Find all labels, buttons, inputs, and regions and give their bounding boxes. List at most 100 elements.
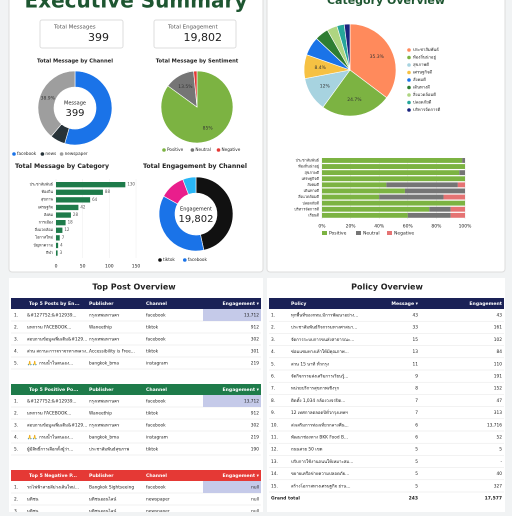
y-tick-label: ประชาสัมพันธ์ — [30, 182, 53, 187]
x-tick-label: 100 — [105, 264, 114, 270]
stack-segment — [407, 212, 451, 218]
bar — [56, 189, 103, 195]
table-cell: พัฒนาช่องทาง BKK Food B... — [291, 435, 348, 441]
section-title: Top Post Overview — [92, 283, 176, 292]
header-cell: Channel — [146, 387, 167, 393]
legend-swatch — [322, 231, 327, 235]
legend-label: สิ่งแวดล้อมดี — [413, 91, 437, 97]
table-header-bg — [269, 298, 504, 309]
table-cell: newspaper — [146, 497, 170, 503]
table-cell: facebook — [146, 337, 166, 343]
table-cell: 13 — [413, 349, 419, 355]
table-cell: tiktok — [146, 447, 159, 453]
table-cell: กรุงเทพมหานคร — [89, 313, 120, 319]
legend-label: ปลอดภัยดี — [413, 100, 432, 105]
table-cell: null — [251, 485, 259, 491]
legend-swatch — [183, 258, 187, 262]
bar — [56, 197, 91, 203]
y-tick-label: ประชาสัมพันธ์ — [296, 158, 319, 163]
table-cell: ผู้มีสิทธิ์การเลือกตั้งผู้ว่า... — [27, 446, 73, 453]
header-cell: Engagement ▾ — [223, 301, 260, 307]
table-cell: 6 — [415, 422, 418, 428]
table-cell: 912 — [251, 411, 259, 417]
chart-title: Total Message by Channel — [37, 59, 113, 65]
table-cell: 13. — [271, 459, 278, 465]
legend-label: ประชาสัมพันธ์ — [413, 47, 439, 52]
table-cell: 4. — [271, 349, 275, 355]
table-cell: 2. — [14, 325, 18, 331]
table-cell: &#127752;&#12939... — [27, 399, 77, 405]
table-header-bg — [11, 298, 261, 309]
table-cell: 52 — [497, 435, 503, 441]
table-cell: 2. — [14, 411, 18, 417]
chart-title: Total Engagement by Channel — [143, 163, 247, 170]
bar — [56, 204, 79, 211]
table-cell: 912 — [251, 325, 259, 331]
header-cell: Publisher — [89, 387, 114, 393]
table-cell: 43 — [497, 313, 503, 319]
table-cell: 7. — [271, 386, 275, 392]
slice-label: 12% — [320, 84, 331, 90]
header-cell: Top 5 Positive Po... — [29, 387, 79, 393]
table-cell: 2. — [271, 325, 275, 331]
table-cell: 8 — [415, 386, 418, 392]
stack-segment — [322, 212, 408, 218]
kpi-card — [39, 19, 124, 49]
table-cell: 313 — [494, 410, 502, 416]
legend-swatch — [407, 48, 411, 52]
header-cell: Policy — [291, 301, 306, 307]
legend-label: newspaper — [65, 151, 88, 156]
table-header-bg — [11, 384, 261, 395]
table-cell: จัดการระบบการขนส่งสาธารณะ... — [291, 337, 354, 343]
section-title: Policy Overview — [351, 283, 423, 292]
table-cell: 84 — [497, 349, 503, 355]
header-cell: Engagement ▾ — [223, 473, 260, 479]
category-card — [266, 0, 506, 273]
legend-label: tiktok — [163, 257, 175, 262]
legend-swatch — [407, 85, 411, 90]
table-cell: 2. — [14, 497, 18, 503]
y-tick-label: การเมือง — [39, 220, 54, 225]
table-cell: Bangkok Sightseeing — [89, 485, 134, 491]
table-cell: ทุกพื้นที่ของกทม.มีการพัฒนาอย่าง... — [291, 312, 358, 319]
table-cell: มติชน — [27, 497, 39, 503]
legend-swatch — [407, 63, 411, 67]
table-cell: 191 — [494, 374, 502, 380]
policy-card — [267, 278, 505, 516]
y-tick-label: เดินทางดี — [304, 188, 320, 193]
legend-label: facebook — [17, 151, 37, 156]
chart-title: Total Message by Category — [15, 163, 109, 170]
table-cell: กรุงเทพมหานคร — [89, 423, 120, 429]
stack-segment — [429, 206, 451, 212]
table-cell: 5. — [271, 361, 275, 367]
pie-slice — [64, 70, 113, 146]
table-cell: มติชน — [27, 509, 39, 513]
table-cell: newspaper — [146, 509, 170, 513]
slice-label: 6.6% — [56, 131, 68, 137]
table-cell: instagram — [146, 435, 168, 441]
x-tick-label: 20% — [346, 224, 357, 230]
legend-swatch — [407, 70, 411, 75]
bar-label: 130 — [127, 182, 135, 187]
table-cell: &#127752;&#12939... — [27, 313, 77, 319]
legend-label: ท้องถิ่นน่าอยู่ — [413, 54, 436, 61]
legend-label: Positive — [167, 147, 184, 152]
header-cell: Channel — [146, 301, 167, 307]
table-cell: 6. — [271, 374, 275, 380]
header-cell: Engagement — [469, 301, 502, 307]
y-tick-label: กีฬา — [45, 250, 53, 255]
center-label: Engagement — [180, 207, 212, 213]
table-cell: 1. — [14, 485, 18, 491]
legend-swatch — [216, 148, 221, 152]
table-cell: 9 — [415, 374, 418, 380]
legend-label: เศรษฐกิจดี — [413, 70, 432, 75]
table-cell: กรุงเทพมหานคร — [89, 337, 120, 343]
x-tick-label: 100% — [459, 224, 473, 230]
bar — [56, 250, 58, 256]
legend-swatch — [407, 93, 411, 97]
table-cell: มติชนออนไลน์ — [89, 509, 116, 513]
y-tick-label: สิ่งแวดล้อมดี — [298, 194, 320, 199]
legend-label: news — [45, 151, 56, 156]
table-cell: 327 — [494, 483, 502, 489]
